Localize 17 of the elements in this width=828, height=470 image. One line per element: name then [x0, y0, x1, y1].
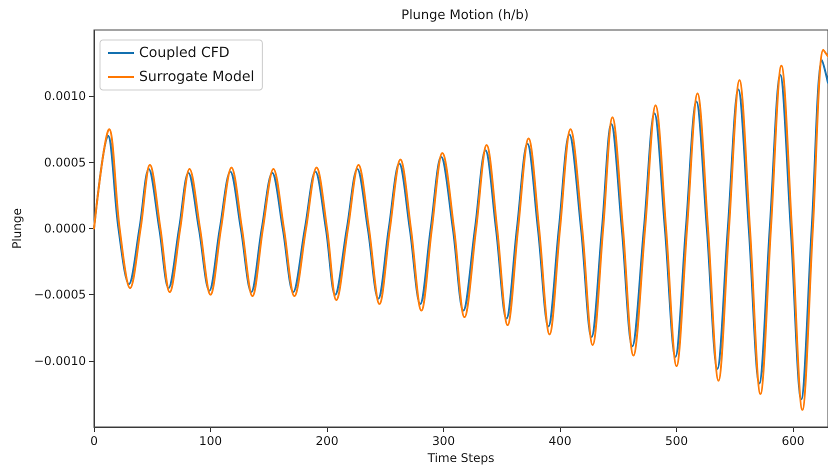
legend-label: Surrogate Model — [139, 69, 254, 85]
x-axis-title: Time Steps — [426, 450, 494, 465]
y-tick-label: −0.0005 — [34, 288, 86, 302]
y-tick-label: 0.0000 — [44, 222, 86, 236]
x-tick-label: 100 — [199, 434, 222, 448]
y-tick-label: −0.0010 — [34, 354, 86, 368]
x-tick-label: 500 — [665, 434, 688, 448]
x-tick-label: 400 — [548, 434, 572, 448]
x-tick-label: 0 — [90, 434, 98, 448]
chart-title: Plunge Motion (h/b) — [401, 8, 529, 23]
x-tick-label: 200 — [316, 434, 338, 448]
y-tick-label: 0.0005 — [44, 155, 86, 170]
y-tick-label: 0.0010 — [44, 89, 86, 104]
legend-label: Coupled CFD — [139, 45, 230, 61]
x-tick-label: 300 — [432, 434, 455, 448]
x-tick-label: 600 — [782, 434, 804, 448]
y-axis-title: Plunge — [10, 208, 24, 249]
